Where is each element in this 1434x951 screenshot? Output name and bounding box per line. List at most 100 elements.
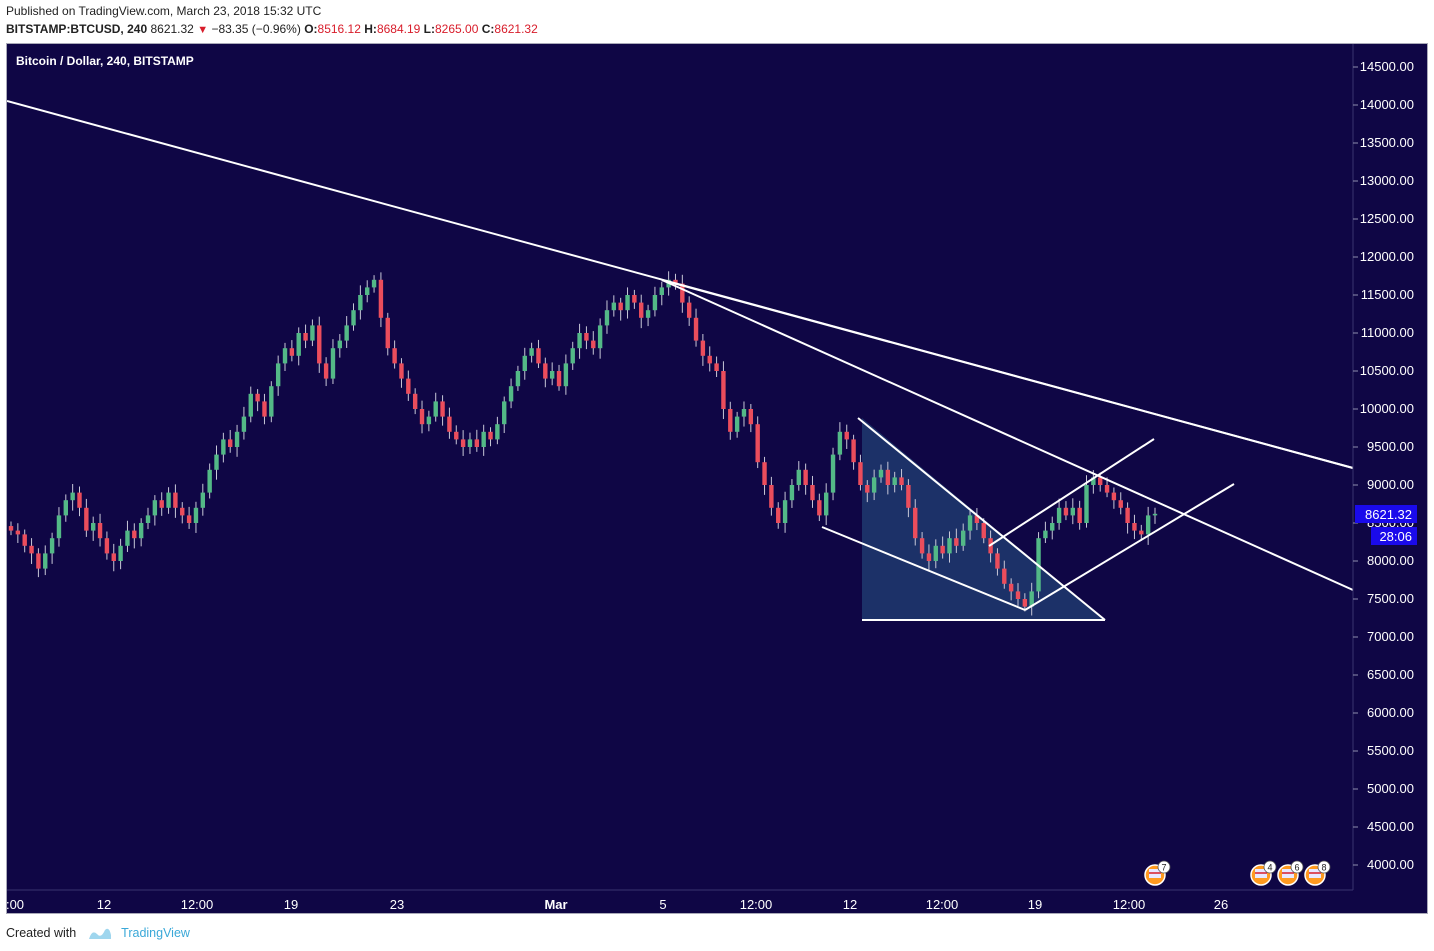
candle-body	[125, 530, 130, 546]
open-value: 8516.12	[317, 22, 361, 36]
candle-body	[1002, 568, 1007, 584]
candle-body	[899, 477, 904, 485]
candle-body	[406, 378, 411, 394]
candle-body	[467, 439, 473, 447]
candle-body	[1091, 477, 1096, 485]
candle-body	[419, 409, 425, 425]
candle-body	[1063, 507, 1069, 516]
trendline-short[interactable]	[661, 279, 1354, 469]
chart-panel[interactable]: Bitcoin / Dollar, 240, BITSTAMP 14500.00…	[6, 43, 1428, 914]
candle-body	[43, 553, 48, 569]
event-flag-icon[interactable]: 7	[1144, 860, 1171, 886]
candle-body	[248, 393, 253, 417]
candle-body	[193, 507, 199, 523]
candle-body	[282, 348, 288, 364]
candle-body	[255, 393, 260, 402]
candle-body	[782, 500, 788, 523]
candle-body	[63, 500, 69, 516]
event-flag-icon[interactable]: 8	[1304, 860, 1331, 886]
y-tick-label: 8000.00	[1367, 553, 1414, 568]
candle-body	[1132, 523, 1137, 531]
candle-body	[1097, 477, 1103, 485]
candle-body	[597, 325, 603, 349]
y-tick-label: 12500.00	[1360, 211, 1414, 226]
candle-body	[728, 409, 733, 432]
y-tick-label: 5000.00	[1367, 781, 1414, 796]
candle-body	[447, 416, 452, 432]
candle-body	[960, 530, 966, 546]
candle-body	[515, 371, 521, 387]
candle-body	[618, 302, 623, 311]
candle-body	[584, 333, 589, 341]
candle-body	[392, 348, 397, 364]
countdown-text: 28:06	[1379, 529, 1412, 544]
candle-body	[84, 507, 89, 531]
candle-body	[954, 538, 959, 546]
candle-body	[234, 431, 240, 447]
candle-body	[166, 492, 171, 508]
created-with-text: Created with	[6, 926, 77, 940]
low-label: L:	[423, 22, 435, 36]
candle-body	[721, 371, 726, 409]
high-label: H:	[364, 22, 377, 36]
candle-body	[91, 523, 96, 531]
candle-body	[652, 295, 658, 311]
candle-body	[310, 325, 315, 341]
candle-body	[858, 462, 863, 485]
candle-body	[803, 469, 808, 485]
y-tick-label: 11500.00	[1361, 287, 1414, 302]
published-caption: Published on TradingView.com, March 23, …	[6, 4, 322, 18]
candle-body	[1015, 591, 1021, 599]
candle-body	[591, 340, 596, 349]
candle-body	[563, 363, 569, 387]
ohlc-bar: BITSTAMP:BTCUSD, 240 8621.32 ▼ −83.35 (−…	[6, 22, 538, 36]
y-tick-label: 6500.00	[1367, 667, 1414, 682]
candle-body	[1029, 591, 1034, 607]
candle-body	[173, 492, 178, 508]
event-flag-icon[interactable]: 6	[1277, 860, 1304, 886]
candle-body	[1050, 523, 1055, 531]
candle-body	[454, 431, 459, 440]
candle-body	[926, 553, 932, 561]
tradingview-brand[interactable]: TradingView	[121, 926, 190, 940]
candle-body	[323, 363, 329, 379]
candle-body	[426, 416, 432, 425]
candle-body	[1084, 485, 1089, 523]
candle-body	[207, 469, 212, 493]
y-tick-label: 9000.00	[1367, 477, 1414, 492]
candle-body	[570, 348, 575, 364]
candle-body	[1111, 492, 1117, 501]
x-tick-label: 12:00	[1113, 897, 1146, 912]
candle-body	[1022, 599, 1028, 607]
y-tick-label: 12000.00	[1360, 249, 1414, 264]
y-tick-label: 13500.00	[1360, 135, 1414, 150]
candle-body	[639, 302, 644, 318]
candle-body	[865, 485, 870, 493]
candle-body	[460, 439, 466, 447]
candle-body	[29, 545, 34, 554]
candle-body	[1070, 507, 1075, 516]
price-chart[interactable]: Bitcoin / Dollar, 240, BITSTAMP 14500.00…	[6, 44, 1427, 913]
candle-body	[871, 477, 877, 493]
y-tick-label: 5500.00	[1367, 743, 1414, 758]
x-tick-label: 12:00	[740, 897, 773, 912]
candle-body	[776, 507, 781, 523]
candle-body	[549, 371, 555, 379]
candle-body	[817, 500, 822, 516]
candle-body	[132, 530, 137, 539]
event-flag-icon[interactable]: 4	[1250, 860, 1277, 886]
x-tick-label: :00	[7, 897, 24, 912]
close-label: C:	[481, 22, 495, 36]
candle-body	[358, 295, 363, 311]
y-tick-label: 14500.00	[1360, 59, 1414, 74]
x-tick-label: 12	[97, 897, 111, 912]
channel-upper[interactable]	[988, 438, 1155, 547]
channel-lower[interactable]	[1024, 483, 1235, 611]
wedge-lower[interactable]	[821, 526, 1026, 611]
candle-body	[152, 500, 158, 516]
trendline-mid[interactable]	[661, 279, 1354, 591]
y-tick-label: 7500.00	[1367, 591, 1414, 606]
candle-body	[1125, 507, 1130, 523]
candle-body	[97, 523, 103, 539]
candle-body	[885, 469, 891, 485]
